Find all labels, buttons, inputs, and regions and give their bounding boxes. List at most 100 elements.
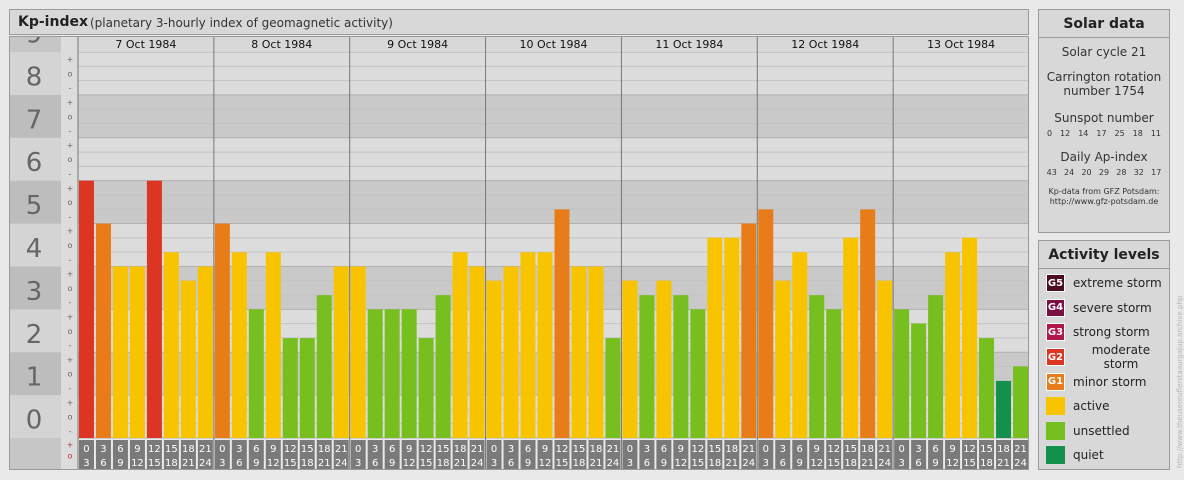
interval-start-label: 12 (284, 444, 297, 455)
legend-item: unsettled (1039, 419, 1169, 444)
interval-label-box (554, 440, 570, 470)
interval-label-box (996, 440, 1012, 470)
interval-end-label: 12 (131, 458, 144, 469)
interval-end-label: 21 (454, 458, 467, 469)
interval-label-box (299, 440, 315, 470)
interval-end-label: 12 (810, 458, 823, 469)
kp-bar (1013, 366, 1028, 438)
minor-tick-label: o (68, 327, 73, 336)
activity-levels-list: G5 extreme storm G4 severe storm G3 strong st… (1039, 269, 1169, 468)
interval-label-box (792, 440, 808, 470)
interval-end-label: 12 (403, 458, 416, 469)
interval-label-box (520, 440, 536, 470)
sunspot-value: 11 (1150, 129, 1162, 138)
legend-label: strong storm (1073, 325, 1150, 340)
legend-item: quiet (1039, 443, 1169, 468)
minor-tick-column (61, 36, 78, 470)
kp-bar (945, 252, 961, 438)
interval-end-label: 24 (335, 458, 348, 469)
interval-label-box (741, 440, 757, 470)
kp-bar (486, 280, 502, 438)
minor-tick-label: o (68, 370, 73, 379)
legend-label: quiet (1073, 448, 1104, 463)
interval-end-label: 18 (301, 458, 314, 469)
kp-bar (894, 309, 910, 438)
interval-start-label: 12 (963, 444, 976, 455)
interval-end-label: 6 (915, 458, 921, 469)
interval-end-label: 15 (148, 458, 161, 469)
interval-end-label: 12 (267, 458, 280, 469)
interval-label-box (928, 440, 944, 470)
kp-bar (962, 237, 978, 438)
interval-start-label: 12 (691, 444, 704, 455)
y-axis-cell (9, 309, 61, 353)
interval-label-box (622, 440, 638, 470)
data-source-line1: Kp-data from GFZ Potsdam: (1048, 187, 1160, 196)
legend-item: G4 severe storm (1039, 296, 1169, 321)
interval-label-box (282, 440, 298, 470)
data-source-url: http://www.gfz-potsdam.de (1049, 197, 1159, 206)
kp-bar (826, 309, 842, 438)
interval-label-box (911, 440, 927, 470)
y-axis-cell (9, 223, 61, 267)
interval-end-label: 24 (878, 458, 891, 469)
kp-bar (469, 266, 485, 438)
minor-tick-label: o (68, 155, 73, 164)
chart-border (9, 36, 1029, 470)
interval-start-label: 21 (878, 444, 891, 455)
legend-item: G3 strong storm (1039, 320, 1169, 345)
kp-bar (146, 180, 162, 438)
ap-value: 29 (1098, 168, 1110, 177)
interval-end-label: 18 (573, 458, 586, 469)
interval-label-box (503, 440, 519, 470)
legend-label: moderate storm (1091, 343, 1151, 372)
interval-start-label: 9 (270, 444, 276, 455)
interval-end-label: 3 (763, 458, 769, 469)
y-axis-cell (9, 266, 61, 310)
kp-bar (163, 252, 179, 438)
kp-bar (554, 209, 570, 438)
interval-label-box (180, 440, 196, 470)
interval-start-label: 21 (742, 444, 755, 455)
legend-swatch: G5 (1046, 274, 1065, 293)
interval-start-label: 6 (117, 444, 123, 455)
kp-bar (129, 266, 145, 438)
daily-ap-label: Daily Ap-index (1060, 150, 1148, 164)
legend-item: G2 moderate storm (1039, 343, 1169, 372)
interval-start-label: 9 (134, 444, 140, 455)
plot-band (78, 137, 1029, 181)
y-tick-label: 4 (26, 234, 43, 264)
kp-bar (571, 266, 587, 438)
interval-label-box (775, 440, 791, 470)
interval-end-label: 3 (83, 458, 89, 469)
day-label: 12 Oct 1984 (791, 38, 859, 51)
interval-end-label: 21 (725, 458, 738, 469)
interval-start-label: 6 (797, 444, 803, 455)
kp-bar (758, 209, 774, 438)
kp-bar (605, 338, 621, 438)
watermark-text: http://www.theusereuflerstaaurgajup.arch… (1176, 295, 1184, 468)
interval-label-box (435, 440, 451, 470)
interval-start-label: 3 (915, 444, 921, 455)
sunspot-value: 14 (1078, 129, 1089, 138)
interval-start-label: 0 (898, 444, 904, 455)
interval-start-label: 6 (932, 444, 938, 455)
minor-tick-label: o (68, 112, 73, 121)
interval-start-label: 0 (219, 444, 225, 455)
day-label: 7 Oct 1984 (115, 38, 176, 51)
minor-tick-label: o (68, 452, 73, 461)
interval-end-label: 15 (556, 458, 569, 469)
minor-tick-label: + (67, 98, 74, 107)
interval-label-box (367, 440, 383, 470)
interval-label-box (350, 440, 366, 470)
interval-start-label: 3 (508, 444, 514, 455)
minor-tick-label: o (68, 69, 73, 78)
y-axis-cell (9, 352, 61, 396)
interval-label-box (95, 440, 111, 470)
interval-end-label: 21 (182, 458, 195, 469)
interval-label-box (231, 440, 247, 470)
interval-start-label: 15 (165, 444, 178, 455)
interval-label-box (809, 440, 825, 470)
interval-label-box (571, 440, 587, 470)
interval-end-label: 9 (117, 458, 123, 469)
